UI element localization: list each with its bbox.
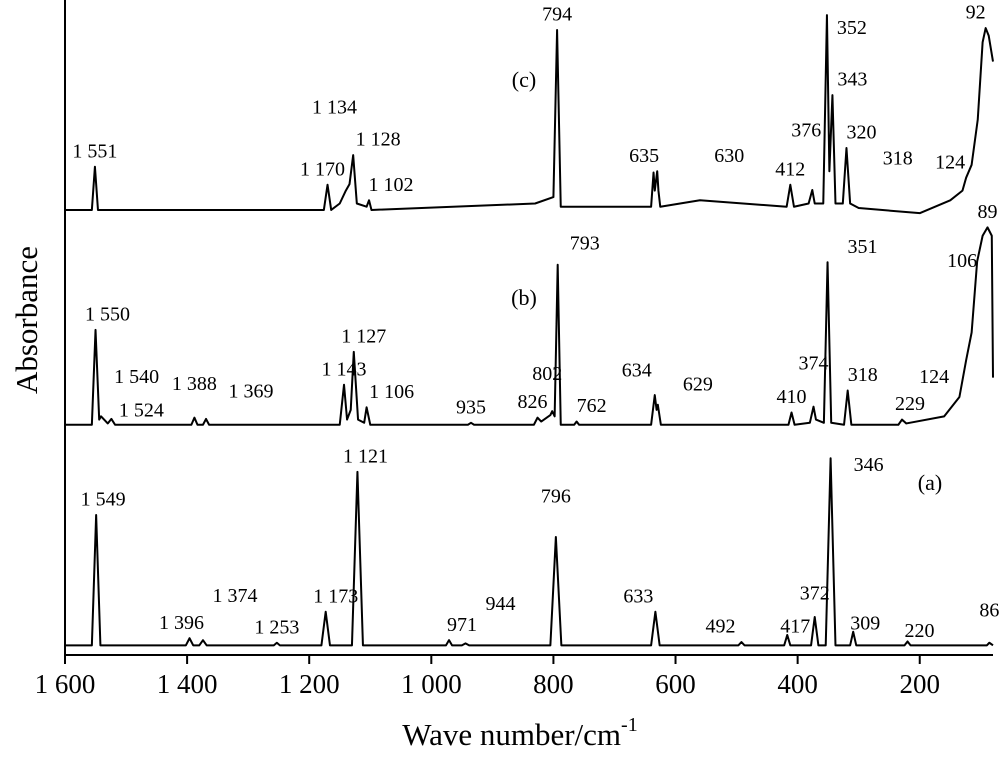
peak-label: 1 524	[119, 400, 164, 422]
peak-label: 376	[791, 120, 821, 142]
peak-label: 89	[978, 201, 998, 223]
x-tick-label: 1 200	[279, 669, 340, 699]
x-tick-label: 400	[777, 669, 818, 699]
peak-label: 1 388	[172, 373, 217, 395]
peak-label: 1 143	[322, 358, 367, 380]
peak-label: 412	[775, 158, 805, 180]
x-tick-label: 600	[655, 669, 696, 699]
peak-label: 320	[846, 122, 876, 144]
peak-label: 92	[966, 2, 986, 24]
spectrum-line	[65, 226, 994, 426]
x-axis-title: Wave number/cm-1	[402, 714, 637, 753]
peak-label: 802	[532, 363, 562, 385]
series-label: (b)	[511, 285, 537, 310]
peak-label: 633	[623, 585, 653, 607]
peak-label: 1 106	[369, 381, 414, 403]
peak-label: 1 374	[212, 585, 257, 607]
peak-label: 318	[883, 148, 913, 170]
peak-label: 1 102	[369, 174, 414, 196]
x-tick-label: 1 000	[401, 669, 462, 699]
peak-label: 346	[854, 454, 884, 476]
peak-label: 106	[947, 250, 977, 272]
peak-label: 794	[542, 4, 572, 26]
peak-label: 1 540	[114, 366, 159, 388]
peak-label: 309	[850, 612, 880, 634]
peak-label: 635	[629, 145, 659, 167]
peak-label: 417	[780, 616, 810, 638]
x-tick-label: 1 600	[35, 669, 96, 699]
peak-label: 492	[705, 616, 735, 638]
peak-label: 1 396	[159, 612, 204, 634]
peak-label: 124	[935, 151, 965, 173]
peak-label: 630	[714, 145, 744, 167]
peak-label: 826	[518, 391, 548, 413]
peak-label: 1 253	[254, 616, 299, 638]
peak-label: 343	[837, 69, 867, 91]
peak-label: 1 173	[313, 585, 358, 607]
peak-label: 1 134	[312, 97, 357, 119]
y-axis-title: Absorbance	[9, 246, 44, 394]
peak-label: 629	[683, 374, 713, 396]
peak-label: 634	[622, 360, 652, 382]
peak-label: 220	[905, 620, 935, 642]
peak-label: 944	[486, 593, 516, 615]
peak-label: 1 550	[85, 304, 130, 326]
peak-label: 793	[570, 232, 600, 254]
peak-label: 762	[577, 395, 607, 417]
peak-label: 1 369	[229, 381, 274, 403]
peak-label: 318	[848, 364, 878, 386]
spectrum-line	[65, 14, 994, 215]
peak-label: 229	[895, 393, 925, 415]
x-tick-label: 800	[533, 669, 574, 699]
peak-label: 1 551	[72, 140, 117, 162]
peak-label: 1 127	[341, 325, 386, 347]
series-label: (c)	[512, 67, 536, 92]
spectrum-line	[65, 457, 994, 647]
peak-label: 1 121	[343, 445, 388, 467]
x-tick-label: 200	[899, 669, 940, 699]
peak-label: 1 170	[300, 158, 345, 180]
peak-label: 971	[447, 614, 477, 636]
peak-label: 124	[919, 366, 949, 388]
peak-label: 372	[800, 583, 830, 605]
peak-label: 1 128	[356, 129, 401, 151]
peak-label: 86	[979, 599, 999, 621]
series-label: (a)	[918, 470, 942, 495]
peak-label: 374	[799, 352, 829, 374]
peak-label: 935	[456, 396, 486, 418]
peak-label: 351	[848, 236, 878, 258]
peak-label: 1 549	[81, 489, 126, 511]
peak-label: 796	[541, 486, 571, 508]
x-tick-label: 1 400	[157, 669, 218, 699]
peak-label: 410	[777, 386, 807, 408]
peak-label: 352	[837, 17, 867, 39]
